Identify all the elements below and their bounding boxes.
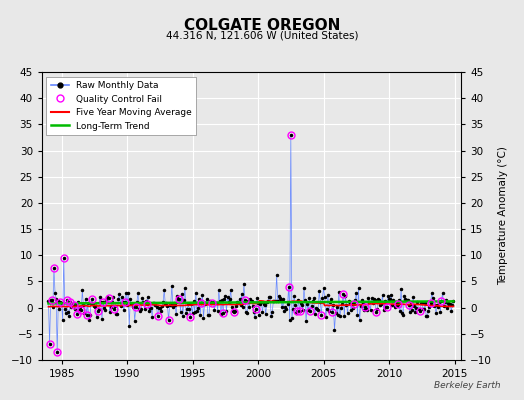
Y-axis label: Temperature Anomaly (°C): Temperature Anomaly (°C) — [498, 146, 508, 286]
Text: 44.316 N, 121.606 W (United States): 44.316 N, 121.606 W (United States) — [166, 30, 358, 40]
Text: Berkeley Earth: Berkeley Earth — [434, 381, 500, 390]
Legend: Raw Monthly Data, Quality Control Fail, Five Year Moving Average, Long-Term Tren: Raw Monthly Data, Quality Control Fail, … — [47, 76, 196, 135]
Text: COLGATE OREGON: COLGATE OREGON — [184, 18, 340, 33]
